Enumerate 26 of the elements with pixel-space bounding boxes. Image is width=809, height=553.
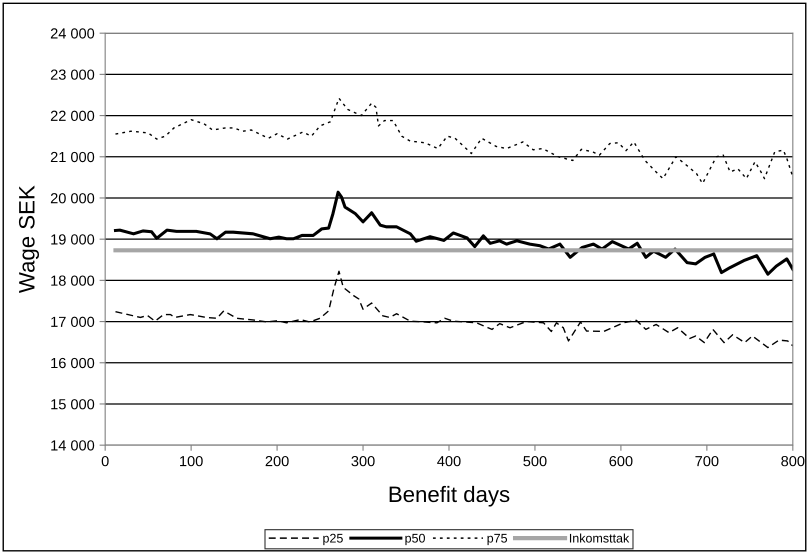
y-tick-label: 20 000 bbox=[50, 193, 94, 204]
y-tick-label: 18 000 bbox=[51, 275, 94, 286]
legend-label: p50 bbox=[405, 534, 425, 546]
x-axis-title: Benefit days bbox=[390, 486, 510, 507]
x-tick-label: 200 bbox=[266, 456, 289, 466]
y-tick-label: 24 000 bbox=[50, 28, 94, 39]
y-tick-label: 17 000 bbox=[51, 316, 94, 327]
legend-label: Inkomsttak bbox=[570, 533, 630, 543]
x-tick-label: 300 bbox=[351, 456, 375, 466]
y-tick-label: 15 000 bbox=[51, 399, 94, 410]
legend-label: p25 bbox=[323, 534, 343, 546]
x-tick-label: 400 bbox=[437, 456, 461, 466]
x-tick-label: 500 bbox=[523, 456, 547, 466]
y-tick-label: 23 000 bbox=[50, 69, 94, 80]
y-tick-label: 22 000 bbox=[50, 110, 94, 122]
y-axis-title: Wage SEK bbox=[18, 185, 40, 294]
x-tick-label: 100 bbox=[180, 456, 203, 466]
y-tick-label: 14 000 bbox=[51, 440, 94, 451]
legend-label: p75 bbox=[488, 534, 508, 546]
x-tick-label: 700 bbox=[695, 456, 718, 466]
y-tick-label: 21 000 bbox=[50, 152, 94, 162]
x-tick-label: 0 bbox=[102, 456, 109, 466]
x-tick-label: 600 bbox=[609, 456, 633, 466]
y-tick-label: 16 000 bbox=[51, 358, 94, 368]
x-tick-label: 800 bbox=[781, 456, 804, 466]
y-tick-label: 19 000 bbox=[51, 234, 94, 245]
